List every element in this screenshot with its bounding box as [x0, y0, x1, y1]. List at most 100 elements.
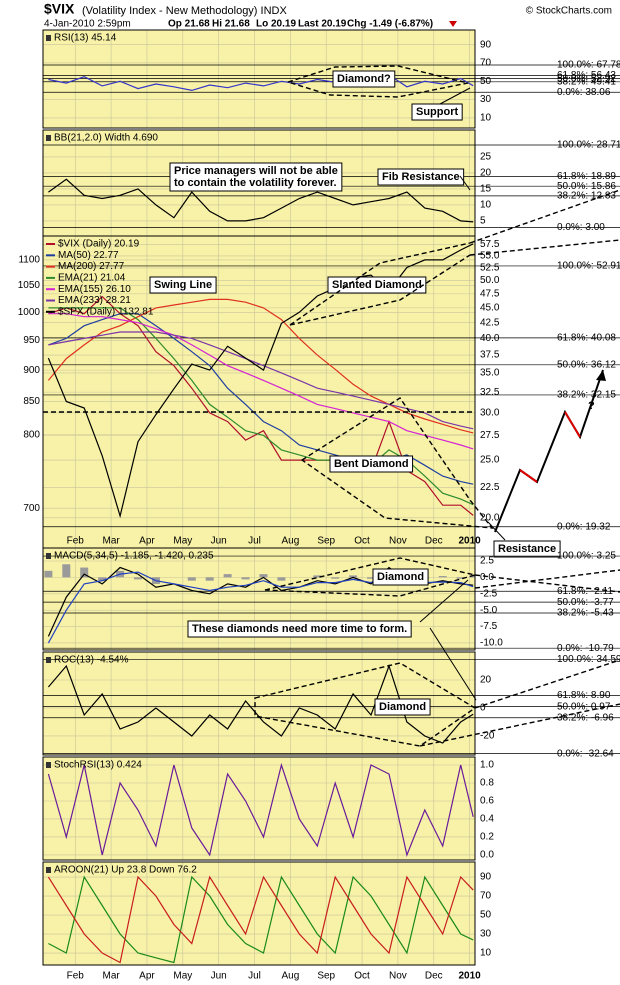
y-tick-label: 25.0 — [480, 455, 500, 466]
y-tick-label: 0.0 — [480, 850, 494, 861]
histogram-bar — [469, 575, 475, 578]
y-tick-label: 70 — [480, 58, 492, 69]
x-tick-label: 2010 — [458, 971, 481, 982]
histogram-bar — [134, 577, 143, 580]
panel-frame — [42, 29, 476, 129]
x-tick-label: Mar — [102, 536, 120, 547]
x-tick-label: Jun — [211, 536, 227, 547]
fib-label: 61.8%: 8.90 — [557, 690, 611, 701]
pointer — [429, 627, 477, 701]
fib-label: 50.0%: -3.77 — [557, 597, 614, 608]
annotation: Diamond? — [332, 70, 396, 88]
x-tick-label: Jul — [248, 971, 261, 982]
series-line — [47, 243, 474, 519]
series-line — [48, 875, 474, 964]
fib-label: 100.0%: 67.78 — [557, 60, 620, 71]
y-tick-label: 57.5 — [480, 239, 500, 250]
histogram-bar — [367, 577, 376, 579]
y-tick-label: 55.0 — [480, 251, 500, 262]
y-tick-label: -10.0 — [480, 638, 503, 649]
y-tick-label: 30 — [480, 929, 492, 940]
fib-label: 0.0%: 38.06 — [557, 87, 611, 98]
series-line — [47, 762, 474, 858]
fib-label: 38.2%: 32.15 — [557, 390, 616, 401]
y-tick-label: 1.0 — [480, 760, 494, 771]
y-tick-label: 800 — [23, 429, 40, 440]
fib-label: 100.0%: 28.71 — [557, 140, 620, 151]
y-tick-label: 22.5 — [480, 482, 500, 493]
panel-frame — [42, 756, 476, 861]
legend-entry: MA(50) 22.77 — [58, 250, 119, 261]
panel-title: BB(21,2.0) Width 4.690 — [54, 133, 158, 144]
fib-label: 0.0%: 3.00 — [557, 222, 605, 233]
info: Chg -1.49 (-6.87%) — [347, 19, 433, 30]
x-tick-label: Feb — [67, 971, 85, 982]
series-line — [48, 313, 474, 450]
fib-label: 50.0%: 52.92 — [557, 73, 616, 84]
y-tick-label: 30.0 — [480, 407, 500, 418]
y-tick-label: -2.5 — [480, 588, 498, 599]
x-tick-label: May — [173, 971, 192, 982]
y-tick-label: 30 — [480, 94, 492, 105]
fib-label: 100.0%: 52.91 — [557, 261, 620, 272]
diamond-outline — [300, 397, 494, 529]
annotation-text: Price managers will not be able — [174, 165, 338, 177]
extension — [469, 189, 620, 244]
legend-entry: EMA(155) 26.10 — [58, 284, 131, 295]
x-tick-label: 2010 — [458, 536, 481, 547]
series-line — [47, 298, 474, 434]
y-tick-label: 35.0 — [480, 368, 500, 379]
chart-title: $VIX — [44, 1, 75, 17]
annotation-text: Diamond — [379, 701, 426, 713]
panel-icon — [46, 657, 51, 663]
x-tick-label: Nov — [389, 536, 407, 547]
annotation-text: Slanted Diamond — [332, 279, 422, 291]
panel-icon — [46, 135, 51, 141]
fib-label: 50.0%: 15.86 — [557, 181, 616, 192]
fib-label: 50.0%: 0.97 — [557, 701, 611, 712]
histogram-bar — [80, 567, 89, 578]
annotation-box — [493, 540, 561, 558]
x-tick-label: Apr — [139, 536, 155, 547]
y-tick-label: 1000 — [18, 307, 41, 318]
extension — [474, 574, 620, 593]
annotation-text: Bent Diamond — [334, 458, 409, 470]
y-tick-label: 50 — [480, 76, 492, 87]
diamond-outline — [254, 662, 477, 747]
fib-label: 61.8%: 40.08 — [557, 332, 616, 343]
histogram-bar — [62, 564, 71, 578]
panel-icon — [46, 35, 51, 41]
y-tick-label: 47.5 — [480, 289, 500, 300]
series-line — [48, 74, 474, 92]
annotation: These diamonds need more time to form. — [187, 620, 412, 638]
x-tick-label: Apr — [139, 971, 155, 982]
annotation-box — [329, 455, 414, 473]
info: 4-Jan-2010 2:59pm — [44, 19, 131, 30]
y-tick-label: -20 — [480, 731, 495, 742]
legend-entry: $VIX (Daily) 20.19 — [58, 239, 140, 250]
fib-label: 0.0%: 19.32 — [557, 521, 611, 532]
panel-icon — [46, 553, 51, 559]
annotation-text: Support — [416, 106, 458, 118]
annotation-box — [327, 276, 427, 294]
annotation: Bent Diamond — [329, 455, 414, 473]
histogram-bar — [331, 577, 340, 579]
panel-icon — [46, 762, 51, 768]
fib-label: 38.2%: -6.96 — [557, 712, 614, 723]
y-tick-label: 20 — [480, 675, 492, 686]
annotation: Support — [411, 103, 463, 121]
y-tick-label: 40.0 — [480, 333, 500, 344]
y-tick-label: 90 — [480, 872, 492, 883]
x-tick-label: Jun — [211, 971, 227, 982]
info: Hi 21.68 — [212, 19, 250, 30]
annotation-box — [374, 698, 431, 716]
panel-title: StochRSI(13) 0.424 — [54, 760, 142, 771]
fib-label: 38.2%: 12.83 — [557, 191, 616, 202]
y-tick-label: 37.5 — [480, 350, 500, 361]
histogram-bar — [44, 570, 53, 578]
fib-label: 100.0%: 3.25 — [557, 551, 616, 562]
legend-entry: MA(200) 27.77 — [58, 261, 125, 272]
annotation-box — [411, 103, 463, 121]
annotation-box — [332, 70, 396, 88]
